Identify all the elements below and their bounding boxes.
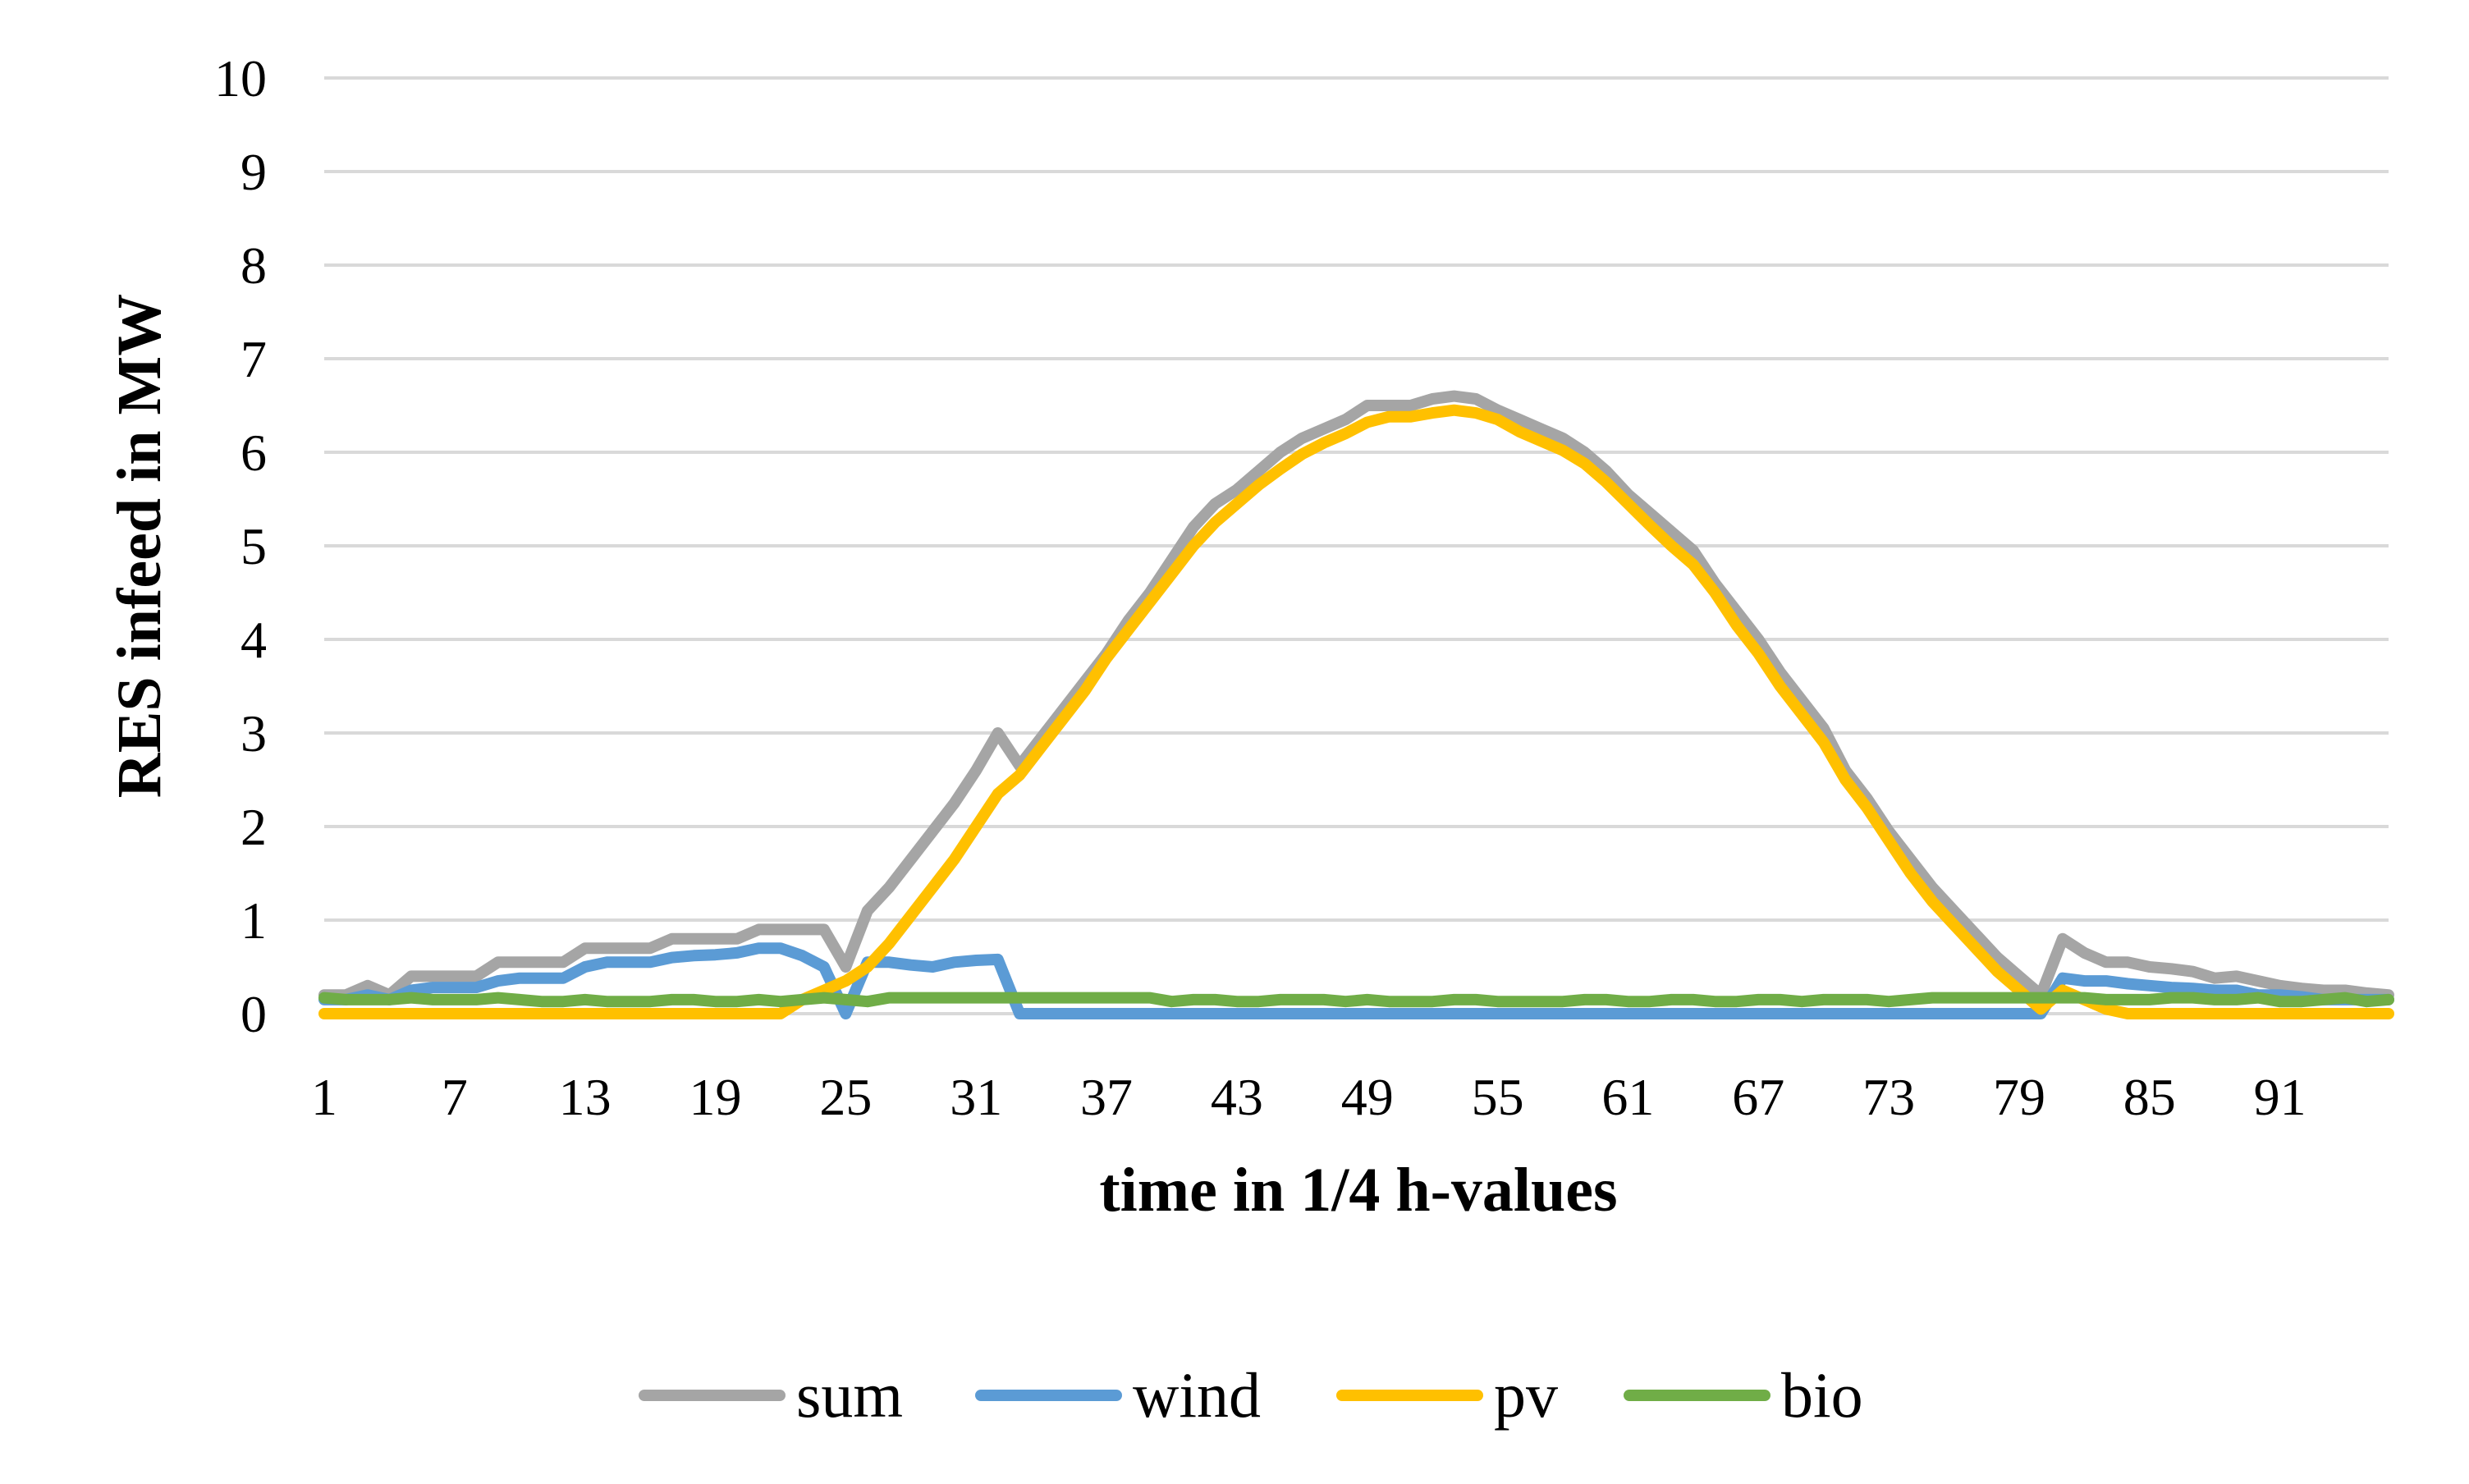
x-tick-label: 79 <box>1993 1068 2045 1126</box>
series-line-pv <box>318 404 2394 1019</box>
y-tick-label: 10 <box>214 49 267 108</box>
y-tick-label: 5 <box>240 517 267 575</box>
series-line-bio <box>318 992 2394 1008</box>
y-tick-label: 6 <box>240 424 267 482</box>
x-tick-label: 49 <box>1341 1068 1394 1126</box>
x-tick-label: 67 <box>1732 1068 1784 1126</box>
y-tick-label: 4 <box>240 611 267 669</box>
y-tick-label: 9 <box>240 143 267 201</box>
x-tick-label: 37 <box>1080 1068 1133 1126</box>
gridlines <box>324 76 2389 1015</box>
series-line-sum <box>318 390 2394 1001</box>
legend-label-bio: bio <box>1781 1359 1863 1431</box>
x-tick-label: 31 <box>950 1068 1002 1126</box>
x-tick-label: 85 <box>2123 1068 2176 1126</box>
y-axis-ticks: 0 1 2 3 4 5 6 7 8 9 10 <box>214 49 267 1043</box>
x-tick-label: 13 <box>559 1068 612 1126</box>
x-tick-label: 61 <box>1601 1068 1654 1126</box>
y-tick-label: 2 <box>240 798 267 856</box>
y-tick-label: 1 <box>240 891 267 950</box>
y-axis-title: RES infeed in MW <box>105 294 174 798</box>
y-tick-label: 7 <box>240 330 267 388</box>
x-tick-label: 43 <box>1211 1068 1263 1126</box>
y-tick-label: 3 <box>240 704 267 763</box>
legend-label-wind: wind <box>1133 1359 1261 1431</box>
x-tick-label: 7 <box>442 1068 468 1126</box>
x-tick-label: 19 <box>689 1068 742 1126</box>
series-lines <box>318 390 2394 1019</box>
legend: sum wind pv bio <box>639 1359 1863 1431</box>
legend-label-pv: pv <box>1494 1359 1558 1431</box>
legend-label-sum: sum <box>796 1359 903 1431</box>
x-axis-ticks: 1 7 13 19 25 31 37 43 49 55 61 67 73 79 85 91 <box>311 1068 2306 1126</box>
y-tick-label: 8 <box>240 236 267 295</box>
x-tick-label: 1 <box>311 1068 337 1126</box>
x-tick-label: 25 <box>819 1068 872 1126</box>
x-tick-label: 73 <box>1862 1068 1915 1126</box>
x-tick-label: 55 <box>1472 1068 1524 1126</box>
x-tick-label: 91 <box>2254 1068 2306 1126</box>
x-axis-title: time in 1/4 h-values <box>1099 1156 1617 1225</box>
y-tick-label: 0 <box>240 985 267 1043</box>
